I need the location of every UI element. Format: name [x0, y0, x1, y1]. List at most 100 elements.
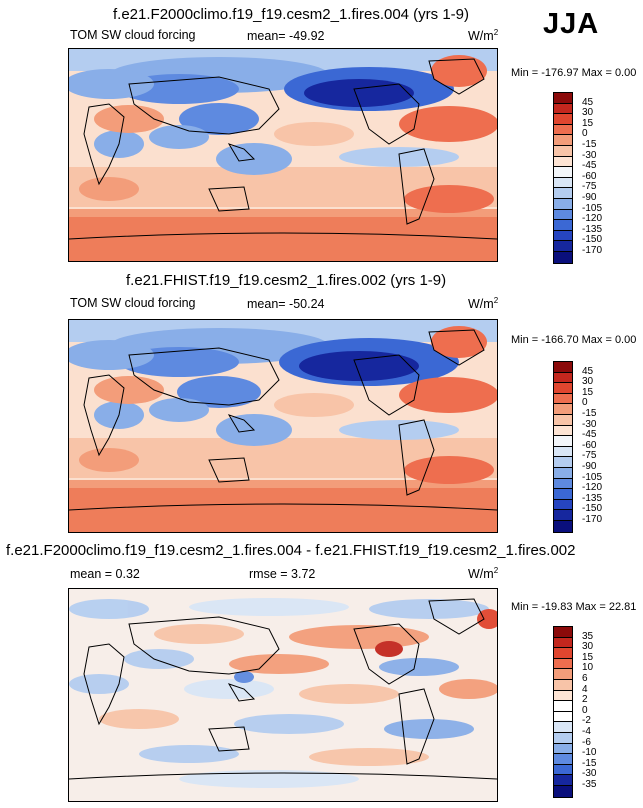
panel3-minmax: Min = -19.83 Max = 22.81 [511, 601, 637, 613]
colorbar-label: 0 [582, 704, 588, 716]
panel1-title: f.e21.F2000climo.f19_f19.cesm2_1.fires.0… [113, 6, 470, 23]
colorbar-label: -170 [582, 514, 603, 525]
colorbar-swatch [554, 637, 572, 649]
colorbar-label: -15 [582, 139, 597, 150]
colorbar-label: 15 [582, 651, 594, 663]
panel3-colorbar [553, 626, 573, 798]
colorbar-label: -45 [582, 160, 597, 172]
colorbar-label: -150 [582, 234, 603, 246]
colorbar-swatch [554, 188, 572, 199]
colorbar-swatch [554, 251, 572, 263]
colorbar-label: 10 [582, 662, 594, 674]
colorbar-swatch [554, 93, 572, 104]
colorbar-swatch [554, 177, 572, 189]
colorbar-swatch [554, 711, 572, 723]
colorbar-swatch [554, 362, 572, 373]
panel2-mean: mean= -50.24 [247, 297, 325, 311]
season-label: JJA [543, 8, 600, 40]
panel2-map [68, 319, 498, 533]
colorbar-label: -35 [582, 779, 597, 790]
colorbar-swatch [554, 372, 572, 384]
colorbar-label: -45 [582, 429, 597, 441]
colorbar-label: -75 [582, 450, 597, 462]
colorbar-swatch [554, 114, 572, 125]
colorbar-swatch [554, 220, 572, 231]
colorbar-swatch [554, 404, 572, 415]
colorbar-swatch [554, 156, 572, 168]
colorbar-swatch [554, 754, 572, 765]
colorbar-swatch [554, 510, 572, 521]
colorbar-label: -30 [582, 768, 597, 780]
colorbar-swatch [554, 499, 572, 511]
colorbar-swatch [554, 467, 572, 479]
colorbar-label: -60 [582, 170, 597, 182]
colorbar-swatch [554, 167, 572, 178]
panel2-units: W/m2 [468, 296, 499, 312]
colorbar-swatch [554, 520, 572, 532]
colorbar-swatch [554, 241, 572, 252]
colorbar-label: 6 [582, 673, 588, 684]
colorbar-swatch [554, 393, 572, 405]
colorbar-swatch [554, 785, 572, 797]
colorbar-label: -6 [582, 736, 591, 748]
colorbar-swatch [554, 764, 572, 776]
colorbar-label: 30 [582, 107, 594, 119]
panel1-colorbar [553, 92, 573, 264]
colorbar-label: 15 [582, 386, 594, 398]
panel1-map [68, 48, 498, 262]
panel3-mean: mean = 0.32 [70, 567, 140, 581]
panel3-map [68, 588, 498, 802]
colorbar-swatch [554, 124, 572, 136]
panel3-title: f.e21.F2000climo.f19_f19.cesm2_1.fires.0… [6, 542, 576, 559]
colorbar-label: 45 [582, 96, 594, 108]
colorbar-label: -2 [582, 715, 591, 727]
colorbar-label: -150 [582, 503, 603, 515]
colorbar-swatch [554, 446, 572, 458]
panel1-minmax: Min = -176.97 Max = 0.00 [511, 67, 637, 79]
colorbar-label: 0 [582, 397, 588, 409]
colorbar-swatch [554, 489, 572, 500]
colorbar-label: -90 [582, 461, 597, 472]
panel3-map-svg [69, 589, 497, 801]
colorbar-swatch [554, 383, 572, 394]
panel2-subtitle: TOM SW cloud forcing [70, 296, 196, 310]
colorbar-label: 15 [582, 117, 594, 129]
colorbar-label: -15 [582, 408, 597, 419]
colorbar-label: -90 [582, 192, 597, 203]
colorbar-label: 30 [582, 641, 594, 653]
panel2-map-svg [69, 320, 497, 532]
colorbar-label: -30 [582, 418, 597, 430]
panel1-mean: mean= -49.92 [247, 29, 325, 43]
colorbar-label: 30 [582, 376, 594, 388]
colorbar-swatch [554, 198, 572, 210]
colorbar-swatch [554, 690, 572, 702]
panel1-subtitle: TOM SW cloud forcing [70, 28, 196, 42]
colorbar-swatch [554, 658, 572, 670]
colorbar-label: -30 [582, 149, 597, 161]
colorbar-label: -170 [582, 245, 603, 256]
colorbar-label: -105 [582, 471, 603, 483]
colorbar-swatch [554, 457, 572, 468]
colorbar-swatch [554, 722, 572, 733]
panel3-units: W/m2 [468, 566, 499, 582]
colorbar-swatch [554, 679, 572, 691]
colorbar-swatch [554, 478, 572, 490]
colorbar-label: -135 [582, 492, 603, 504]
colorbar-swatch [554, 648, 572, 659]
colorbar-label: 0 [582, 128, 588, 140]
panel2-title: f.e21.FHIST.f19_f19.cesm2_1.fires.002 (y… [126, 272, 447, 289]
colorbar-label: -120 [582, 213, 603, 225]
colorbar-label: 45 [582, 365, 594, 377]
colorbar-swatch [554, 743, 572, 755]
panel1-units: W/m2 [468, 28, 499, 44]
colorbar-label: -4 [582, 726, 591, 737]
colorbar-label: -120 [582, 482, 603, 494]
panel1-map-svg [69, 49, 497, 261]
colorbar-swatch [554, 425, 572, 437]
colorbar-label: -60 [582, 439, 597, 451]
colorbar-swatch [554, 436, 572, 447]
colorbar-swatch [554, 135, 572, 146]
colorbar-swatch [554, 627, 572, 638]
panel2-colorbar [553, 361, 573, 533]
colorbar-swatch [554, 145, 572, 157]
